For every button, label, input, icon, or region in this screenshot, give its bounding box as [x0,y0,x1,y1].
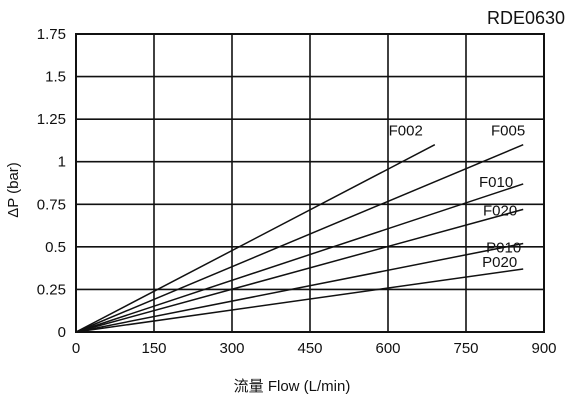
series-label-f005: F005 [491,123,525,140]
x-tick-label: 450 [297,340,322,357]
series-lines [75,144,524,333]
plot-frame [75,33,545,333]
y-tick-label: 0.5 [45,239,66,256]
x-tick-label: 150 [141,340,166,357]
series-line-p020 [75,268,524,333]
x-tick-label: 0 [72,340,80,357]
x-tick-labels: 0 150 300 450 600 750 900 [72,340,557,357]
series-label-p020: P020 [482,254,517,271]
y-axis-label: ΔP (bar) [5,162,22,218]
series-label-f010: F010 [479,174,513,191]
y-tick-label: 0.75 [37,196,66,213]
series-line-f005 [75,144,524,333]
series-label-f020: F020 [483,202,517,219]
series-label-f002: F002 [389,123,423,140]
grid [76,34,544,332]
x-tick-label: 300 [219,340,244,357]
series-line-f002 [75,144,436,333]
y-tick-label: 1.25 [37,111,66,128]
y-tick-label: 1.75 [37,26,66,43]
x-tick-label: 600 [375,340,400,357]
chart-title: RDE0630 [487,8,565,28]
x-tick-label: 900 [531,340,556,357]
y-tick-label: 0 [58,324,66,341]
series-line-f010 [75,183,524,333]
y-tick-labels: 0 0.25 0.5 0.75 1 1.25 1.5 1.75 [37,26,66,341]
series-label-p010: P010 [486,239,521,256]
y-tick-label: 0.25 [37,281,66,298]
y-tick-label: 1.5 [45,69,66,86]
x-tick-label: 750 [453,340,478,357]
x-axis-label: 流量 Flow (L/min) [234,378,351,395]
y-tick-label: 1 [58,154,66,171]
series-line-p010 [75,242,524,333]
series-line-f020 [75,208,524,333]
